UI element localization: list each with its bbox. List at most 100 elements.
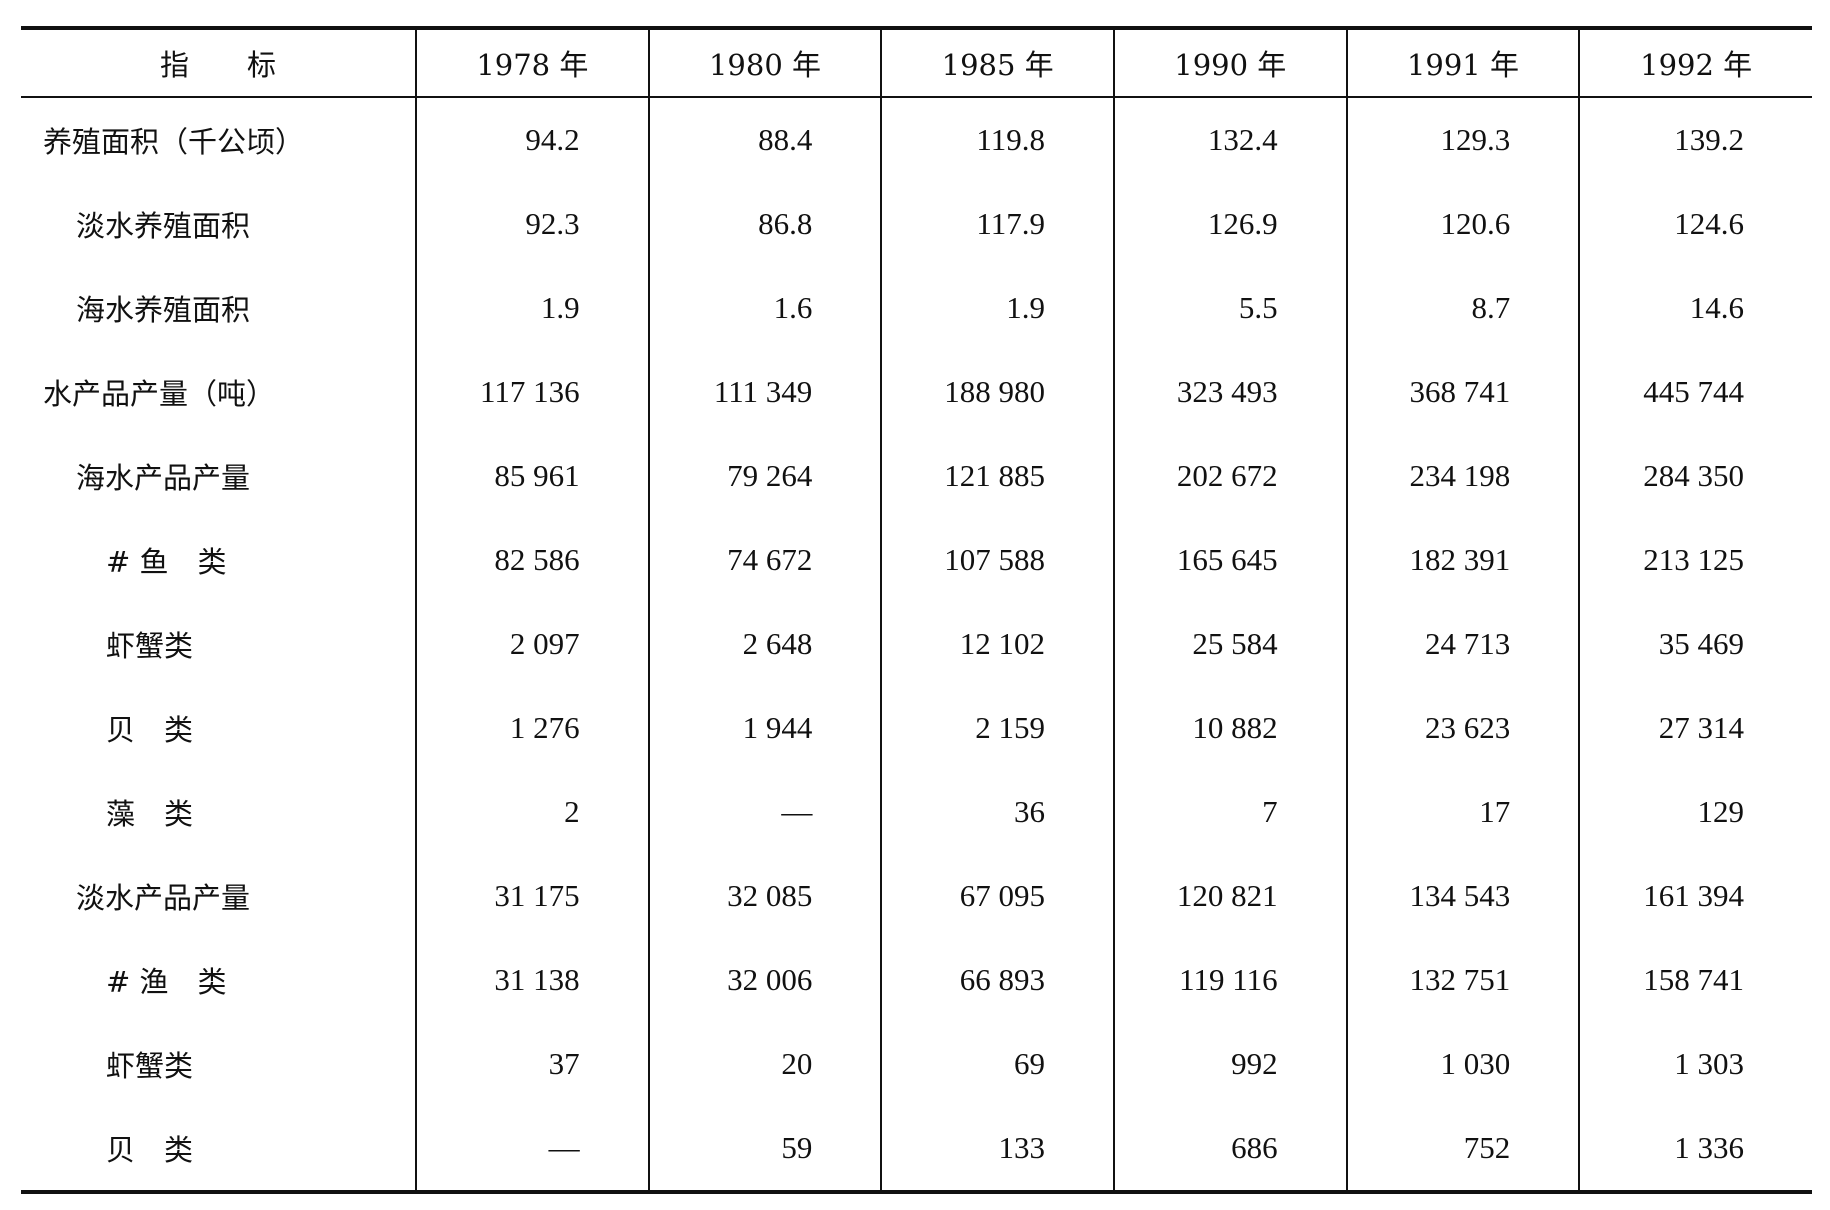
cell-value: 1.9 (880, 266, 1114, 350)
header-year: 1992 年 (1578, 28, 1812, 98)
cell-value: 14.6 (1578, 266, 1812, 350)
cell-value: 111 349 (647, 350, 882, 434)
table-row: 虾蟹类 37 20 69 992 1 030 1 303 (21, 1022, 1812, 1106)
cell-value: 32 006 (647, 938, 882, 1022)
cell-value: 133 (880, 1106, 1114, 1192)
cell-value: 59 (647, 1106, 882, 1192)
cell-value: 67 095 (880, 854, 1114, 938)
cell-value: 117.9 (880, 182, 1114, 266)
cell-value: 32 085 (647, 854, 882, 938)
cell-value: 686 (1112, 1106, 1347, 1192)
cell-value: 234 198 (1345, 434, 1580, 518)
cell-value: 37 (415, 1022, 649, 1106)
cell-value: 27 314 (1578, 686, 1812, 770)
table-row: 贝 类 1 276 1 944 2 159 10 882 23 623 27 314 (21, 686, 1812, 770)
table-body: 养殖面积（千公顷） 94.2 88.4 119.8 132.4 129.3 139.2 淡水养… (21, 97, 1812, 1192)
cell-value: 94.2 (415, 97, 649, 182)
cell-value: 85 961 (415, 434, 649, 518)
table-row: 淡水养殖面积 92.3 86.8 117.9 126.9 120.6 124.6 (21, 182, 1812, 266)
header-year: 1991 年 (1345, 28, 1580, 98)
cell-value: 752 (1345, 1106, 1580, 1192)
cell-value: 161 394 (1578, 854, 1812, 938)
table-row: 虾蟹类 2 097 2 648 12 102 25 584 24 713 35 469 (21, 602, 1812, 686)
cell-value: 121 885 (880, 434, 1114, 518)
cell-value: 119 116 (1112, 938, 1347, 1022)
cell-value: 1 303 (1578, 1022, 1812, 1106)
cell-value: 126.9 (1112, 182, 1347, 266)
table-row: 藻 类 2—36 7 17 129 (21, 770, 1812, 854)
cell-value: 12 102 (880, 602, 1114, 686)
cell-value: 20 (647, 1022, 882, 1106)
cell-value: 134 543 (1345, 854, 1580, 938)
cell-value: 188 980 (880, 350, 1114, 434)
cell-value: 182 391 (1345, 518, 1580, 602)
cell-value: 445 744 (1578, 350, 1812, 434)
cell-value: 23 623 (1345, 686, 1580, 770)
table-row: 淡水产品产量 31 175 32 085 67 095 120 821 134 543 16… (21, 854, 1812, 938)
cell-value: 202 672 (1112, 434, 1347, 518)
cell-value: 82 586 (415, 518, 649, 602)
cell-value: 158 741 (1578, 938, 1812, 1022)
cell-value: 24 713 (1345, 602, 1580, 686)
cell-value: 213 125 (1578, 518, 1812, 602)
table-row: 海水产品产量 85 961 79 264 121 885 202 672 234 198 2… (21, 434, 1812, 518)
cell-value: 2 648 (647, 602, 882, 686)
row-label: 淡水产品产量 (76, 881, 251, 915)
cell-value: 10 882 (1112, 686, 1347, 770)
cell-value: 129 (1578, 770, 1812, 854)
row-label: 海水养殖面积 (76, 293, 251, 327)
cell-value: 31 175 (415, 854, 649, 938)
row-label: 贝 类 (106, 713, 194, 747)
header-year: 1980 年 (647, 28, 882, 98)
cell-value: 284 350 (1578, 434, 1812, 518)
cell-value: 35 469 (1578, 602, 1812, 686)
cell-value: 36 (880, 770, 1114, 854)
cell-value: 119.8 (880, 97, 1114, 182)
cell-value: 31 138 (415, 938, 649, 1022)
cell-value: 124.6 (1578, 182, 1812, 266)
cell-value: 2 097 (415, 602, 649, 686)
cell-value: 69 (880, 1022, 1114, 1106)
table-row: 海水养殖面积 1.9 1.6 1.9 5.5 8.7 14.6 (21, 266, 1812, 350)
cell-value: 7 (1112, 770, 1347, 854)
cell-value: 92.3 (415, 182, 649, 266)
cell-value: 368 741 (1345, 350, 1580, 434)
table-row: # 鱼 类 82 586 74 672 107 588 165 645 182 391 21… (21, 518, 1812, 602)
cell-value: 165 645 (1112, 518, 1347, 602)
row-label: 贝 类 (106, 1133, 194, 1167)
cell-value: 88.4 (647, 97, 882, 182)
cell-value: 117 136 (415, 350, 649, 434)
row-label: 水产品产量（吨） (43, 377, 276, 411)
table-row: 养殖面积（千公顷） 94.2 88.4 119.8 132.4 129.3 139.2 (21, 97, 1812, 182)
row-label: 海水产品产量 (76, 461, 251, 495)
header-year: 1978 年 (415, 28, 649, 98)
cell-value: 1 030 (1345, 1022, 1580, 1106)
statistics-table: 指 标 1978 年 1980 年 1985 年 1990 年 1991 年 1992 年 … (21, 26, 1812, 1194)
header-indicator: 指 标 (21, 28, 416, 98)
cell-value: 1.9 (415, 266, 649, 350)
table-row: # 渔 类 31 138 32 006 66 893 119 116 132 751 158… (21, 938, 1812, 1022)
cell-value: 17 (1345, 770, 1580, 854)
cell-value: 1 944 (647, 686, 882, 770)
table-row: 水产品产量（吨） 117 136 111 349 188 980 323 493 368 … (21, 350, 1812, 434)
cell-value: 323 493 (1112, 350, 1347, 434)
cell-value: 5.5 (1112, 266, 1347, 350)
cell-value: 1 336 (1578, 1106, 1812, 1192)
cell-value: 86.8 (647, 182, 882, 266)
cell-value: 2 (415, 770, 649, 854)
cell-value: 1.6 (647, 266, 882, 350)
cell-value: 992 (1112, 1022, 1347, 1106)
table-header: 指 标 1978 年 1980 年 1985 年 1990 年 1991 年 1992 年 (21, 28, 1812, 98)
cell-value: 8.7 (1345, 266, 1580, 350)
row-label: # 鱼 类 (106, 545, 227, 579)
cell-value: 132.4 (1112, 97, 1347, 182)
cell-value: 79 264 (647, 434, 882, 518)
cell-value: 120.6 (1345, 182, 1580, 266)
row-label: # 渔 类 (106, 965, 227, 999)
row-label: 虾蟹类 (106, 1049, 194, 1083)
row-label: 虾蟹类 (106, 629, 194, 663)
cell-value: 66 893 (880, 938, 1114, 1022)
cell-value: 2 159 (880, 686, 1114, 770)
cell-value: — (647, 770, 882, 854)
header-year: 1985 年 (880, 28, 1114, 98)
